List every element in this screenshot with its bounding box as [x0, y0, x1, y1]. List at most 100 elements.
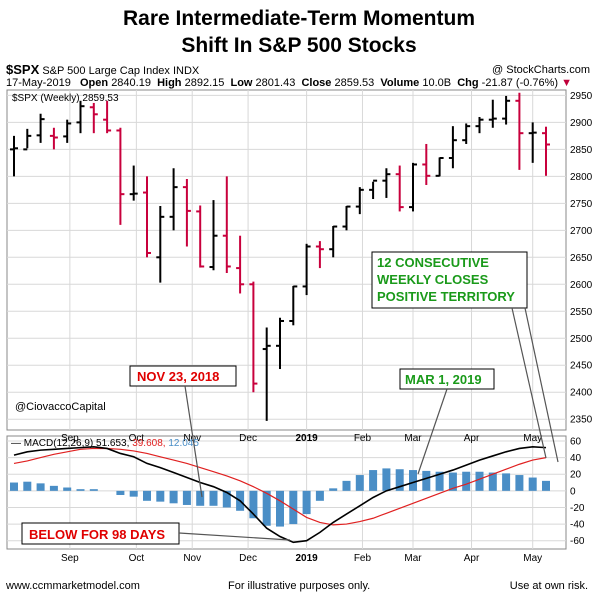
macd-histogram-bar: [182, 490, 191, 505]
footer-risk: Use at own risk.: [509, 580, 588, 592]
macd-histogram-bar: [528, 477, 537, 491]
macd-tick-label: -40: [570, 520, 585, 531]
stockcharts-watermark: @ StockCharts.com: [492, 64, 590, 76]
price-x-tick-label: Apr: [464, 433, 480, 444]
macd-line: [13, 445, 547, 544]
macd-histogram-bar: [475, 471, 484, 491]
macd-x-tick-label: Sep: [61, 553, 79, 564]
macd-histogram-bar: [36, 483, 45, 491]
high-label: High: [157, 77, 182, 89]
price-tick-label: 2900: [570, 118, 593, 129]
macd-tick-label: 0: [570, 486, 576, 497]
change-label: Chg: [457, 77, 479, 89]
price-tick-label: 2400: [570, 388, 593, 399]
annotation-below-98-days: BELOW FOR 98 DAYS: [29, 527, 165, 542]
volume-value: 10.0B: [422, 77, 452, 89]
price-x-tick-label: Sep: [61, 433, 79, 444]
macd-histogram-bar: [116, 490, 125, 495]
annotation-nov-23: NOV 23, 2018: [137, 369, 219, 384]
volume-label: Volume: [380, 77, 420, 89]
macd-histogram-bar: [76, 489, 85, 491]
macd-legend: — MACD(12,26,9) 51.653, 39.608, 12.045: [11, 438, 199, 449]
price-tick-label: 2800: [570, 172, 593, 183]
macd-histogram-bar: [355, 475, 364, 491]
macd-x-tick-label: May: [523, 553, 542, 564]
macd-histogram-bar: [542, 480, 550, 491]
annotation-weekly-closes: WEEKLY CLOSES: [377, 272, 489, 287]
macd-x-tick-label: Dec: [239, 553, 257, 564]
high-value: 2892.15: [184, 77, 225, 89]
macd-histogram-bar: [302, 490, 311, 515]
price-x-tick-label: Oct: [129, 433, 145, 444]
annotation-12-consecutive: 12 CONSECUTIVE: [377, 255, 489, 270]
macd-histogram-bar: [422, 470, 431, 491]
quote-date: 17-May-2019: [6, 77, 71, 89]
macd-legend-value: 12.045: [168, 438, 199, 449]
macd-histogram-bar: [222, 490, 231, 508]
annotation-pointer: [417, 388, 448, 475]
macd-histogram-bar: [289, 490, 298, 525]
macd-histogram-bar: [448, 472, 457, 491]
price-panel-frame: [6, 89, 567, 431]
chart-title-line-1: Rare Intermediate-Term Momentum: [122, 7, 476, 30]
macd-histogram-bar: [169, 490, 178, 504]
symbol-header: $SPX S&P 500 Large Cap Index INDX: [6, 62, 199, 77]
macd-legend-value: 51.653,: [96, 438, 132, 449]
macd-tick-label: 20: [570, 470, 582, 481]
price-tick-label: 2700: [570, 226, 593, 237]
macd-histogram-bar: [156, 490, 165, 502]
macd-x-tick-label: Oct: [129, 553, 145, 564]
macd-histogram-bar: [262, 490, 271, 526]
macd-legend-value: — MACD(12,26,9): [11, 438, 96, 449]
open-label: Open: [80, 77, 109, 89]
macd-x-tick-label: 2019: [295, 553, 318, 564]
macd-tick-label: 40: [570, 453, 582, 464]
macd-histogram-bar: [342, 480, 351, 491]
annotation-pointer: [184, 385, 203, 498]
macd-histogram-bar: [488, 472, 497, 491]
price-tick-label: 2550: [570, 307, 593, 318]
credit-watermark: @CiovaccoCapital: [15, 401, 106, 413]
macd-histogram-bar: [10, 482, 18, 491]
macd-histogram-bar: [49, 485, 58, 491]
macd-histogram-bar: [369, 470, 378, 491]
macd-histogram-bar: [196, 490, 205, 506]
macd-histogram-bar: [515, 475, 524, 491]
annotation-pointer: [524, 307, 559, 463]
macd-histogram-bar: [249, 490, 258, 519]
price-tick-label: 2750: [570, 199, 593, 210]
close-value: 2859.53: [334, 77, 375, 89]
macd-x-tick-label: Mar: [404, 553, 422, 564]
macd-histogram-bar: [23, 481, 32, 491]
price-x-tick-label: Nov: [183, 433, 201, 444]
price-legend: $SPX (Weekly) 2859.53: [12, 93, 119, 104]
footer-website: www.ccmmarketmodel.com: [6, 580, 140, 592]
price-tick-label: 2600: [570, 280, 593, 291]
macd-tick-label: 60: [570, 436, 582, 447]
open-value: 2840.19: [111, 77, 151, 89]
annotation-pointer: [511, 307, 547, 459]
price-tick-label: 2950: [570, 91, 593, 102]
annotation-mar-1: MAR 1, 2019: [405, 372, 482, 387]
macd-tick-label: -20: [570, 503, 585, 514]
macd-histogram-bar: [129, 490, 138, 497]
macd-tick-label: -60: [570, 536, 585, 547]
price-x-tick-label: 2019: [295, 433, 318, 444]
price-tick-label: 2500: [570, 334, 593, 345]
macd-panel-frame: [6, 435, 567, 550]
price-tick-label: 2350: [570, 415, 593, 426]
close-label: Close: [301, 77, 332, 89]
annotation-box: [371, 251, 528, 309]
price-tick-label: 2650: [570, 253, 593, 264]
macd-histogram-bar: [409, 470, 417, 491]
macd-histogram-bar: [395, 469, 404, 491]
annotation-pointer: [178, 532, 291, 541]
annotation-box: [129, 365, 237, 387]
macd-histogram-bar: [435, 471, 444, 491]
macd-x-tick-label: Feb: [354, 553, 372, 564]
change-value: -21.87 (-0.76%): [481, 77, 559, 89]
footer-disclaimer: For illustrative purposes only.: [228, 580, 371, 592]
chart-title-line-2: Shift In S&P 500 Stocks: [181, 34, 417, 57]
price-tick-label: 2850: [570, 145, 593, 156]
price-x-tick-label: Dec: [239, 433, 257, 444]
